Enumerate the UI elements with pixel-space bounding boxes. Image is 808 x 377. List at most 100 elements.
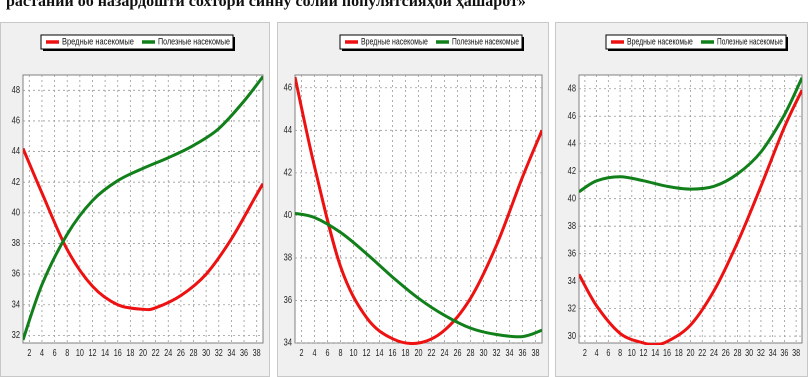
x-tick-label: 8 bbox=[338, 347, 342, 358]
page-title: растаний об назардошти сохтори синну сол… bbox=[6, 0, 526, 10]
legend-label: Вредные насекомые bbox=[361, 37, 428, 47]
y-tick-label: 38 bbox=[284, 252, 292, 263]
x-tick-label: 34 bbox=[505, 347, 513, 358]
x-tick-label: 34 bbox=[227, 347, 235, 358]
x-tick-label: 14 bbox=[651, 347, 659, 358]
y-tick-label: 40 bbox=[568, 192, 576, 203]
x-tick-label: 36 bbox=[240, 347, 248, 358]
x-tick-label: 28 bbox=[190, 347, 198, 358]
legend-box bbox=[40, 34, 234, 50]
x-tick-label: 32 bbox=[757, 347, 765, 358]
x-tick-label: 24 bbox=[164, 347, 172, 358]
chart-panel-1: 32 34 36 38 40 42 44 46 48 2 4 6 8 10 12 14 16 18 20 22 24 26… bbox=[0, 22, 270, 377]
x-tick-label: 16 bbox=[663, 347, 671, 358]
x-tick-label: 18 bbox=[675, 347, 683, 358]
x-tick-label: 22 bbox=[152, 347, 160, 358]
plot-area bbox=[578, 74, 803, 344]
legend-label: Полезные насекомые bbox=[717, 36, 783, 46]
y-tick-label: 38 bbox=[12, 237, 20, 248]
x-tick-label: 30 bbox=[745, 347, 753, 358]
x-tick-label: 16 bbox=[388, 347, 396, 358]
y-tick-label: 30 bbox=[568, 330, 576, 341]
x-tick-label: 22 bbox=[427, 347, 435, 358]
x-tick-label: 6 bbox=[606, 347, 610, 358]
y-tick-label: 34 bbox=[12, 298, 20, 309]
y-tick-label: 40 bbox=[12, 206, 20, 217]
legend-label: Полезные насекомые bbox=[158, 37, 230, 47]
x-tick-label: 16 bbox=[114, 347, 122, 358]
x-tick-label: 26 bbox=[722, 347, 730, 358]
x-tick-label: 12 bbox=[640, 347, 648, 358]
chart-panel-3: 30 32 34 36 38 40 42 44 46 48 2 4 6 8 10 12 14 16 18 20 22 24… bbox=[555, 22, 808, 377]
x-tick-label: 30 bbox=[479, 347, 487, 358]
x-tick-label: 8 bbox=[618, 347, 622, 358]
x-tick-label: 38 bbox=[531, 347, 539, 358]
x-tick-label: 4 bbox=[40, 347, 44, 358]
x-tick-label: 28 bbox=[466, 347, 474, 358]
chart-panel-2: 34 36 38 40 42 44 46 2 4 6 8 10 12 14 16 18 20 22 24 26 28 30… bbox=[277, 22, 549, 377]
y-tick-label: 32 bbox=[12, 329, 20, 340]
x-tick-label: 4 bbox=[312, 347, 316, 358]
x-tick-label: 20 bbox=[686, 347, 694, 358]
x-tick-label: 28 bbox=[733, 347, 741, 358]
y-tick-label: 34 bbox=[284, 337, 292, 348]
x-tick-label: 36 bbox=[518, 347, 526, 358]
x-tick-label: 36 bbox=[780, 347, 788, 358]
x-tick-label: 32 bbox=[215, 347, 223, 358]
x-tick-label: 18 bbox=[401, 347, 409, 358]
x-tick-label: 14 bbox=[101, 347, 109, 358]
x-tick-label: 6 bbox=[325, 347, 329, 358]
y-tick-label: 42 bbox=[568, 165, 576, 176]
x-tick-label: 24 bbox=[710, 347, 718, 358]
x-tick-label: 10 bbox=[628, 347, 636, 358]
x-tick-label: 2 bbox=[583, 347, 587, 358]
y-tick-label: 44 bbox=[284, 124, 292, 135]
x-tick-label: 10 bbox=[349, 347, 357, 358]
legend-label: Вредные насекомые bbox=[627, 37, 693, 47]
y-tick-label: 32 bbox=[568, 302, 576, 313]
y-tick-label: 44 bbox=[12, 145, 20, 156]
x-tick-label: 26 bbox=[453, 347, 461, 358]
x-tick-label: 2 bbox=[27, 347, 31, 358]
x-tick-label: 26 bbox=[177, 347, 185, 358]
x-tick-label: 38 bbox=[792, 347, 800, 358]
plot-area bbox=[22, 74, 264, 344]
x-tick-label: 32 bbox=[492, 347, 500, 358]
series-line-harmful bbox=[23, 147, 263, 312]
y-tick-label: 48 bbox=[568, 82, 576, 93]
y-tick-label: 36 bbox=[12, 268, 20, 279]
legend-box bbox=[339, 34, 523, 50]
series-line-beneficial bbox=[23, 75, 263, 341]
legend-label: Полезные насекомые bbox=[452, 36, 519, 46]
x-tick-label: 6 bbox=[53, 347, 57, 358]
x-tick-label: 14 bbox=[375, 347, 383, 358]
x-tick-label: 8 bbox=[65, 347, 69, 358]
y-tick-label: 36 bbox=[284, 294, 292, 305]
x-tick-label: 10 bbox=[76, 347, 84, 358]
y-tick-label: 34 bbox=[568, 275, 576, 286]
x-tick-label: 38 bbox=[253, 347, 261, 358]
x-tick-label: 20 bbox=[414, 347, 422, 358]
x-tick-label: 18 bbox=[126, 347, 134, 358]
series-line-beneficial bbox=[579, 77, 802, 194]
y-tick-label: 40 bbox=[284, 209, 292, 220]
x-tick-label: 34 bbox=[769, 347, 777, 358]
x-tick-label: 20 bbox=[139, 347, 147, 358]
series-line-beneficial bbox=[295, 211, 542, 339]
series-line-harmful bbox=[579, 89, 802, 345]
x-tick-label: 12 bbox=[88, 347, 96, 358]
y-tick-label: 42 bbox=[12, 176, 20, 187]
series-line-harmful bbox=[295, 76, 542, 345]
y-tick-label: 44 bbox=[568, 137, 576, 148]
legend-box bbox=[605, 34, 787, 50]
x-tick-label: 30 bbox=[202, 347, 210, 358]
y-tick-label: 46 bbox=[12, 115, 20, 126]
x-tick-label: 24 bbox=[440, 347, 448, 358]
y-tick-label: 42 bbox=[284, 166, 292, 177]
x-tick-label: 22 bbox=[698, 347, 706, 358]
legend-label: Вредные насекомые bbox=[62, 36, 134, 47]
x-tick-label: 2 bbox=[299, 347, 303, 358]
